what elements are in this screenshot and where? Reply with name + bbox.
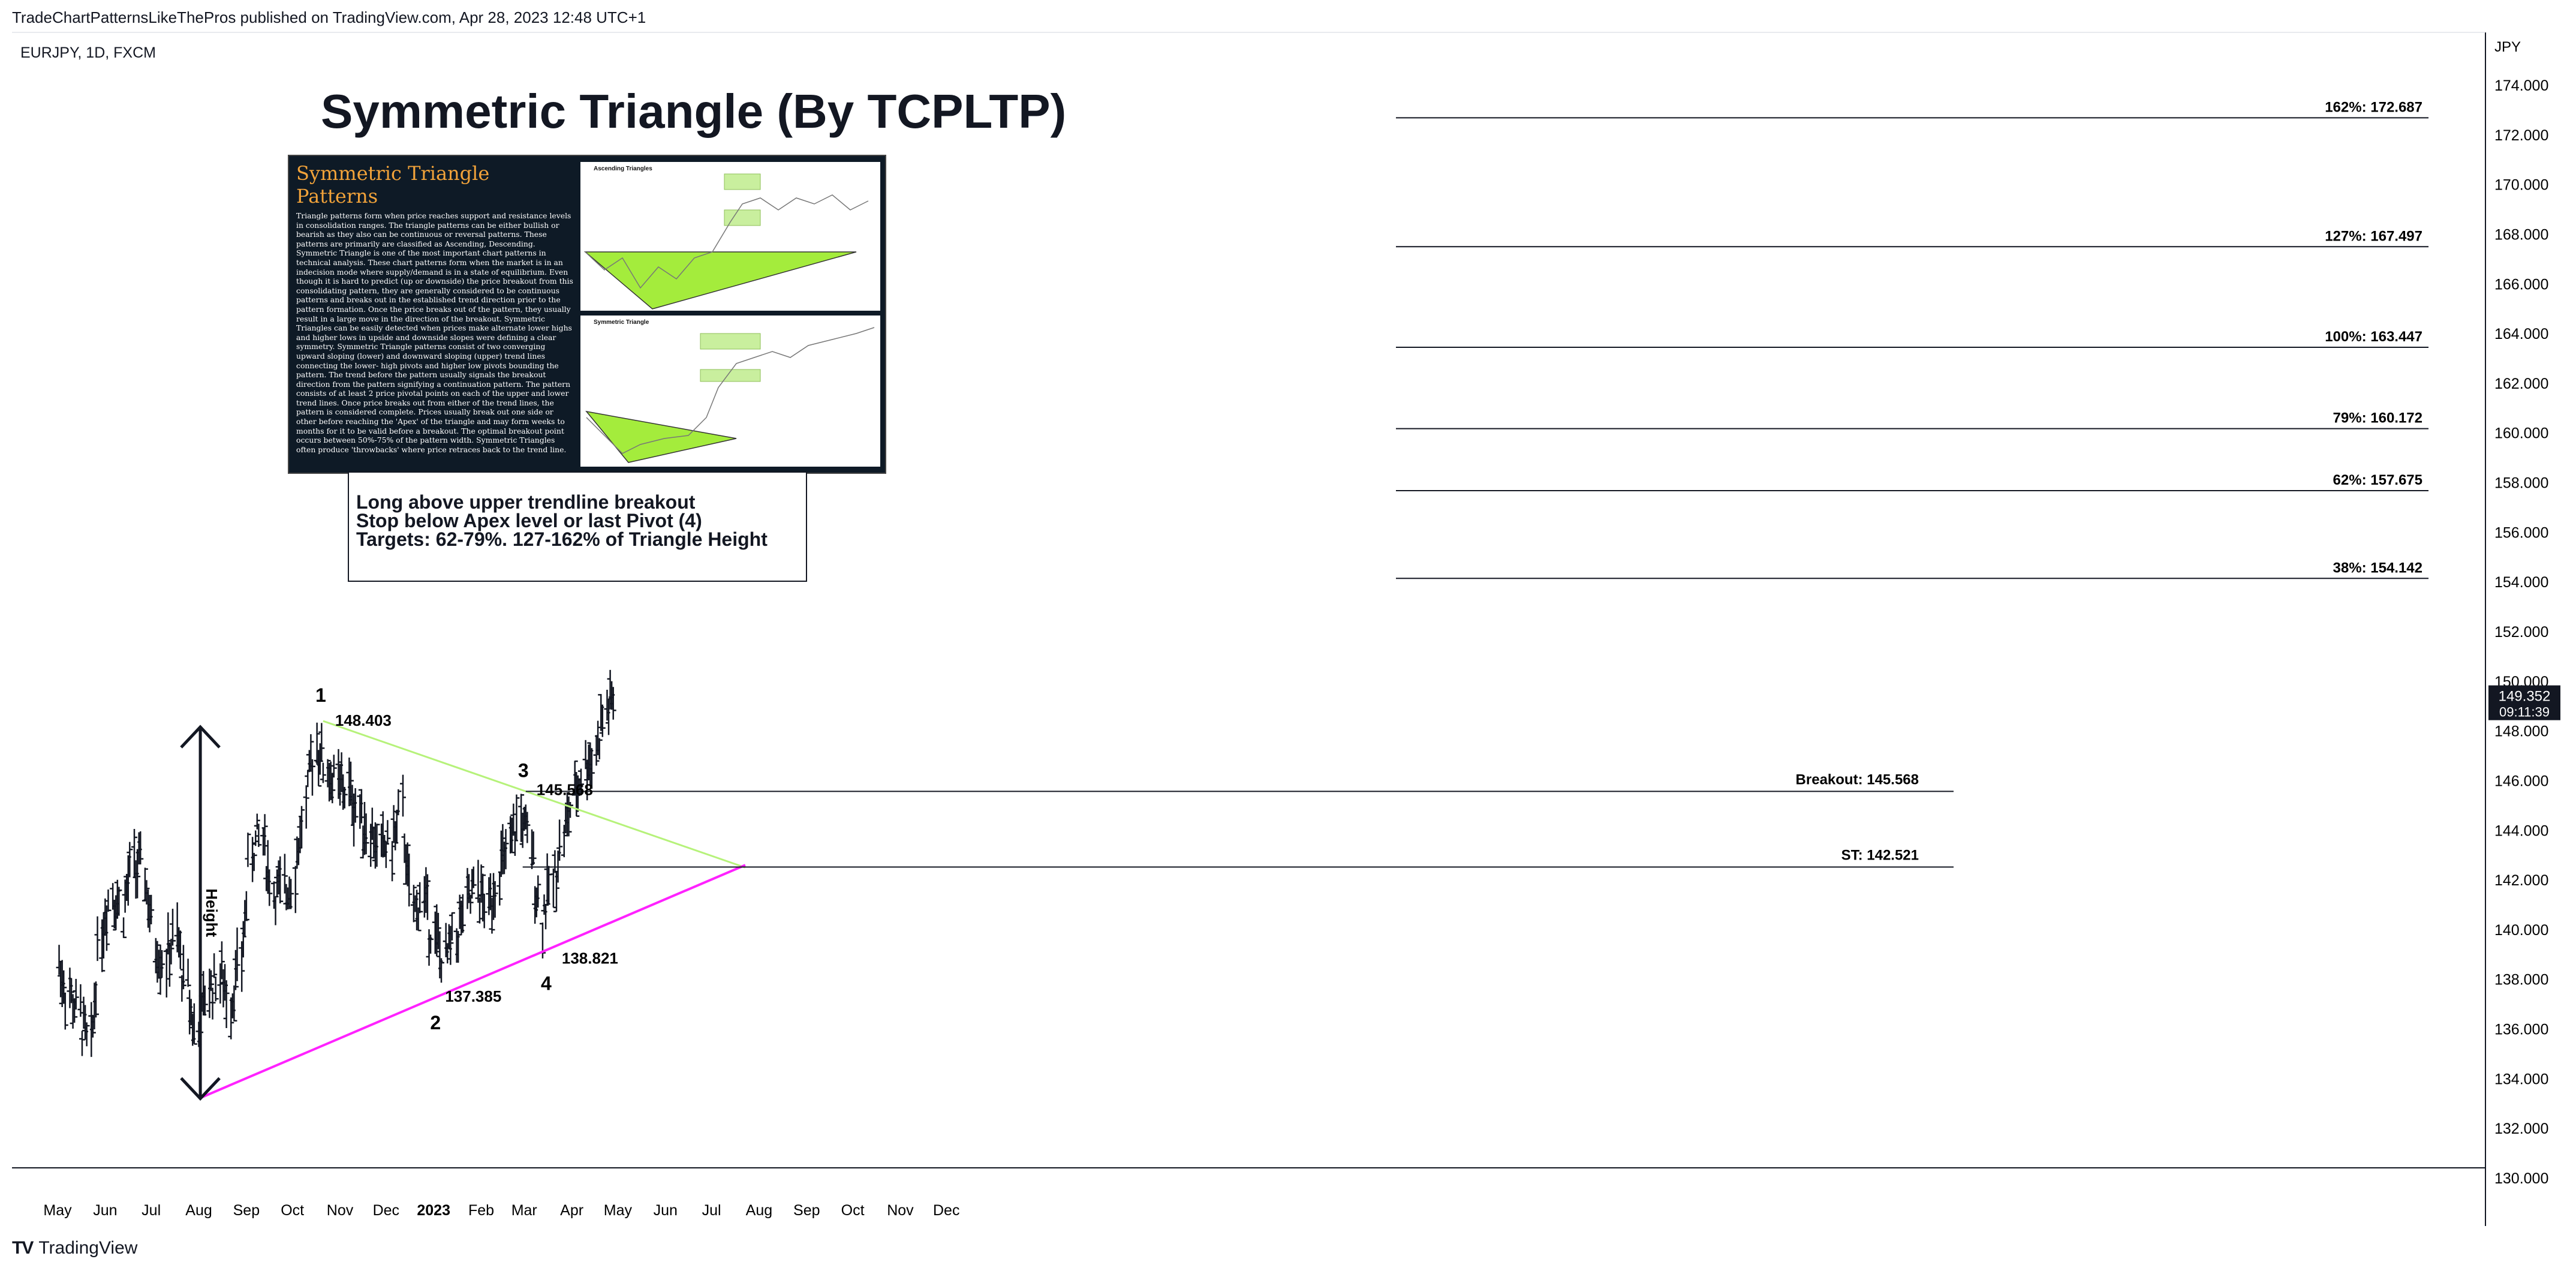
time-tick-label: Sep: [793, 1202, 820, 1219]
note-line: Long above upper trendline breakout: [356, 491, 696, 513]
time-tick-label: Apr: [560, 1202, 583, 1219]
brand-name: TradingView: [38, 1238, 138, 1258]
time-tick-label: Jun: [93, 1202, 117, 1219]
price-tick-label: 152.000: [2494, 624, 2548, 641]
price-tick-label: 162.000: [2494, 375, 2548, 392]
time-tick-label: May: [604, 1202, 633, 1219]
time-tick-label: Dec: [373, 1202, 399, 1219]
fib-target-label: 62%: 157.675: [2333, 472, 2422, 488]
price-tick-label: 136.000: [2494, 1021, 2548, 1038]
footer: TV TradingView: [12, 1238, 137, 1258]
price-tick-label: 148.000: [2494, 723, 2548, 740]
fib-target-label: 127%: 167.497: [2325, 228, 2422, 244]
pivot-price-label: 137.385: [445, 987, 501, 1005]
price-tick-label: 172.000: [2494, 127, 2548, 144]
pivot-number: 3: [518, 759, 529, 781]
price-tick-label: 140.000: [2494, 922, 2548, 939]
fib-target-label: 38%: 154.142: [2333, 560, 2422, 576]
pivot-number: 1: [315, 684, 326, 706]
ascending-triangle-thumbnail: Ascending Triangles: [580, 162, 880, 311]
symmetric-triangle-thumbnail: Symmetric Triangle: [580, 316, 880, 467]
time-tick-label: Oct: [281, 1202, 304, 1219]
price-tick-label: 158.000: [2494, 475, 2548, 492]
currency-label: JPY: [2494, 39, 2521, 55]
price-tick-label: 146.000: [2494, 773, 2548, 789]
time-tick-label: Aug: [746, 1202, 772, 1219]
price-tick-label: 134.000: [2494, 1071, 2548, 1087]
price-tick-label: 174.000: [2494, 77, 2548, 94]
time-tick-label: 2023: [417, 1202, 450, 1219]
trade-plan-note: Long above upper trendline breakout Stop…: [348, 471, 807, 582]
pivot-price-label: 138.821: [562, 950, 618, 967]
price-tick-label: 142.000: [2494, 872, 2548, 889]
fib-target-label: 162%: 172.687: [2325, 99, 2422, 115]
note-line: Targets: 62-79%. 127-162% of Triangle He…: [356, 528, 768, 550]
price-tick-label: 166.000: [2494, 276, 2548, 293]
infographic-panel: Symmetric Triangle Patterns Triangle pat…: [288, 155, 886, 474]
level-label: ST: 142.521: [1841, 848, 1919, 864]
time-tick-label: Nov: [887, 1202, 914, 1219]
price-tick-label: 160.000: [2494, 425, 2548, 442]
price-tick-label: 168.000: [2494, 226, 2548, 243]
time-tick-label: Sep: [233, 1202, 260, 1219]
price-tick-label: 170.000: [2494, 177, 2548, 194]
drawings: 162%: 172.687 127%: 167.497 100%: 163.447 7…: [180, 99, 2560, 1101]
trendline-lower: [198, 864, 746, 1100]
pivot-number: 4: [541, 973, 552, 994]
price-tick-label: 154.000: [2494, 574, 2548, 591]
chart-title: Symmetric Triangle (By TCPLTP): [321, 85, 1067, 138]
time-tick-label: Aug: [185, 1202, 212, 1219]
time-tick-label: Nov: [327, 1202, 354, 1219]
tradingview-logo-icon: TV: [12, 1238, 34, 1258]
price-tick-label: 164.000: [2494, 326, 2548, 342]
note-line: Stop below Apex level or last Pivot (4): [356, 510, 702, 531]
price-tick-label: 138.000: [2494, 972, 2548, 988]
last-price-value: 149.352: [2499, 689, 2551, 705]
pivot-price-label: 145.568: [537, 780, 593, 798]
fib-target-label: 100%: 163.447: [2325, 329, 2422, 345]
infographic-body: Triangle patterns form when price reache…: [296, 211, 573, 454]
time-tick-label: May: [43, 1202, 72, 1219]
time-tick-label: Oct: [841, 1202, 865, 1219]
time-tick-label: Jun: [654, 1202, 678, 1219]
height-arrow-head-icon: [180, 725, 221, 749]
price-scale[interactable]: 174.000 172.000 170.000 168.000 166.000 164.0…: [2494, 77, 2548, 1187]
symbol-label: EURJPY, 1D, FXCM: [20, 44, 156, 61]
pivot-number: 2: [430, 1012, 441, 1033]
height-label: Height: [203, 888, 221, 937]
thumbnail-title: Symmetric Triangle: [594, 319, 649, 326]
pivot-price-label: 148.403: [335, 711, 392, 729]
height-arrow-head-icon: [180, 1077, 221, 1101]
price-tick-label: 130.000: [2494, 1170, 2548, 1187]
price-tick-label: 156.000: [2494, 524, 2548, 541]
time-tick-label: Jul: [702, 1202, 721, 1219]
time-tick-label: Mar: [511, 1202, 537, 1219]
last-price-tag: [2488, 685, 2560, 720]
infographic-heading: Symmetric Triangle Patterns: [296, 162, 490, 208]
price-tick-label: 132.000: [2494, 1120, 2548, 1137]
publisher-line: TradeChartPatternsLikeThePros published …: [12, 8, 646, 26]
time-tick-label: Jul: [142, 1202, 161, 1219]
ohlc-bars: [56, 669, 616, 1063]
time-tick-label: Feb: [468, 1202, 494, 1219]
time-tick-label: Dec: [933, 1202, 959, 1219]
time-scale[interactable]: May Jun Jul Aug Sep Oct Nov Dec 2023 Feb Mar Apr May…: [43, 1202, 959, 1219]
fib-target-label: 79%: 160.172: [2333, 410, 2422, 426]
level-label: Breakout: 145.568: [1796, 771, 1919, 788]
thumbnail-title: Ascending Triangles: [594, 166, 652, 172]
trendline-upper: [323, 720, 746, 869]
bar-countdown: 09:11:39: [2499, 705, 2550, 720]
price-tick-label: 144.000: [2494, 822, 2548, 839]
